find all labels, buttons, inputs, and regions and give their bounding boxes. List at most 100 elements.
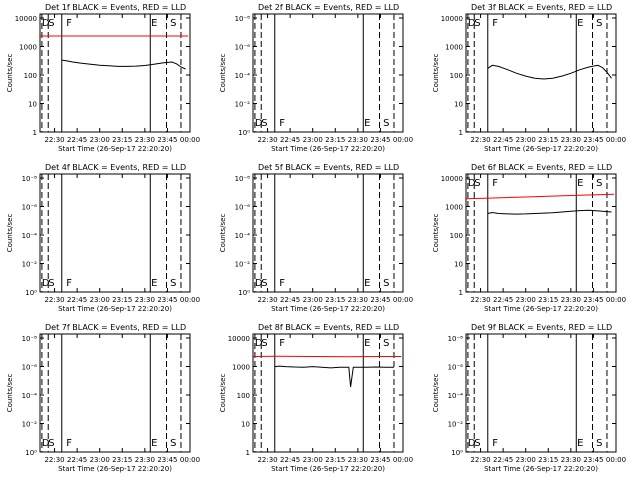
- y-tick-label: 10000: [441, 175, 463, 183]
- x-tick-label: 23:00: [516, 136, 536, 144]
- x-tick-label: 23:00: [90, 456, 110, 464]
- x-tick-label: 22:45: [280, 456, 300, 464]
- x-tick-label: 23:45: [370, 296, 390, 304]
- event-marker-letter: F: [492, 178, 498, 189]
- y-tick-label: 10⁻⁸: [235, 175, 251, 183]
- y-tick-label: 1: [246, 449, 250, 457]
- y-tick-label: 10: [241, 421, 250, 429]
- x-tick-label: 23:15: [538, 456, 558, 464]
- y-tick-label: 10⁻⁸: [235, 15, 251, 23]
- panel-title: Det 9f BLACK = Events, RED = LLD: [471, 323, 612, 332]
- x-tick-label: 22:45: [67, 456, 87, 464]
- x-tick-label: 22:45: [280, 136, 300, 144]
- x-tick-label: 23:45: [370, 456, 390, 464]
- event-marker-letter: F: [492, 438, 498, 449]
- y-axis-label: Counts/sec: [6, 54, 14, 93]
- panel-title: Det 3f BLACK = Events, RED = LLD: [471, 3, 612, 12]
- y-axis-label: Counts/sec: [219, 374, 227, 413]
- y-tick-label: 10⁻⁶: [22, 364, 38, 372]
- x-tick-label: 23:30: [348, 136, 368, 144]
- y-tick-label: 10⁻⁴: [235, 72, 251, 80]
- x-tick-label: 23:00: [516, 456, 536, 464]
- x-tick-label: 00:00: [606, 456, 626, 464]
- event-marker-letter: S: [261, 278, 267, 289]
- x-axis-label: Start Time (26-Sep-17 22:20:20): [484, 465, 598, 473]
- event-marker-letter: E: [151, 18, 157, 29]
- x-tick-label: 22:45: [493, 296, 513, 304]
- y-tick-label: 10000: [228, 335, 250, 343]
- x-tick-label: 23:30: [135, 456, 155, 464]
- y-tick-label: 1000: [232, 364, 250, 372]
- events-series-line: [274, 365, 394, 388]
- y-axis-label: Counts/sec: [432, 214, 440, 253]
- y-tick-label: 10000: [15, 15, 37, 23]
- detector-panel-9: Det 9f BLACK = Events, RED = LLD 10⁰ 10⁻² 1…: [432, 323, 626, 473]
- x-tick-label: 22:30: [44, 136, 64, 144]
- x-tick-label: 23:45: [583, 296, 603, 304]
- event-marker-letter: S: [48, 278, 54, 289]
- x-tick-label: 23:15: [538, 136, 558, 144]
- event-marker-letter: D: [255, 278, 263, 289]
- event-marker-letter: S: [170, 18, 176, 29]
- x-tick-label: 23:30: [561, 456, 581, 464]
- detector-panel-2: Det 2f BLACK = Events, RED = LLD 10⁰ 10⁻² 1…: [219, 3, 413, 153]
- event-marker-letter: S: [474, 178, 480, 189]
- detector-panel-6: Det 6f BLACK = Events, RED = LLD 1 10 100 10…: [432, 163, 626, 313]
- plot-frame: [252, 333, 404, 453]
- event-marker-letter: D: [255, 338, 263, 349]
- lld-series-line: [252, 355, 402, 358]
- event-marker-letter: E: [364, 338, 370, 349]
- event-marker-letter: S: [474, 438, 480, 449]
- detector-panel-8: Det 8f BLACK = Events, RED = LLD 1 10 100 10…: [219, 323, 413, 473]
- x-tick-label: 22:30: [44, 456, 64, 464]
- x-tick-label: 23:30: [348, 456, 368, 464]
- plot-frame: [39, 173, 191, 293]
- y-tick-label: 10000: [441, 15, 463, 23]
- plot-frame: [465, 13, 617, 133]
- x-tick-label: 23:00: [303, 296, 323, 304]
- y-tick-label: 10⁻⁴: [22, 392, 38, 400]
- y-tick-label: 10⁻²: [22, 261, 38, 269]
- y-tick-label: 10⁻⁴: [22, 232, 38, 240]
- detector-panel-3: Det 3f BLACK = Events, RED = LLD 1 10 100 10…: [432, 3, 626, 153]
- y-tick-label: 1000: [19, 44, 37, 52]
- x-tick-label: 00:00: [393, 136, 413, 144]
- y-tick-label: 10⁰: [25, 449, 37, 457]
- event-marker-letter: S: [170, 438, 176, 449]
- event-marker-letter: E: [577, 18, 583, 29]
- y-tick-label: 10⁻⁸: [22, 175, 38, 183]
- x-tick-label: 23:45: [583, 456, 603, 464]
- y-tick-label: 1: [459, 289, 463, 297]
- y-tick-label: 10: [454, 261, 463, 269]
- y-tick-label: 1000: [445, 44, 463, 52]
- events-series-line: [487, 209, 612, 215]
- y-tick-label: 10: [28, 101, 37, 109]
- x-tick-label: 23:45: [157, 136, 177, 144]
- x-tick-label: 23:30: [561, 136, 581, 144]
- panel-title: Det 4f BLACK = Events, RED = LLD: [45, 163, 186, 172]
- detector-panel-1: Det 1f BLACK = Events, RED = LLD 1 10 100 10…: [6, 3, 200, 153]
- x-tick-label: 23:15: [325, 456, 345, 464]
- x-tick-label: 23:45: [370, 136, 390, 144]
- event-marker-letter: S: [170, 278, 176, 289]
- y-tick-label: 10⁻⁴: [235, 232, 251, 240]
- y-tick-label: 10⁻⁸: [22, 335, 38, 343]
- y-tick-label: 100: [24, 72, 37, 80]
- y-tick-label: 10⁻⁶: [22, 204, 38, 212]
- x-tick-label: 23:00: [90, 136, 110, 144]
- event-marker-letter: F: [492, 18, 498, 29]
- y-axis-label: Counts/sec: [432, 374, 440, 413]
- event-marker-letter: D: [42, 18, 50, 29]
- x-tick-label: 23:15: [325, 296, 345, 304]
- x-axis-label: Start Time (26-Sep-17 22:20:20): [484, 145, 598, 153]
- detector-panel-7: Det 7f BLACK = Events, RED = LLD 10⁰ 10⁻² 1…: [6, 323, 200, 473]
- y-tick-label: 10⁻⁶: [235, 204, 251, 212]
- y-tick-label: 10⁻²: [235, 101, 251, 109]
- event-marker-letter: E: [151, 438, 157, 449]
- x-tick-label: 23:00: [303, 136, 323, 144]
- x-tick-label: 22:30: [470, 296, 490, 304]
- y-tick-label: 10⁻²: [448, 421, 464, 429]
- x-tick-label: 23:30: [561, 296, 581, 304]
